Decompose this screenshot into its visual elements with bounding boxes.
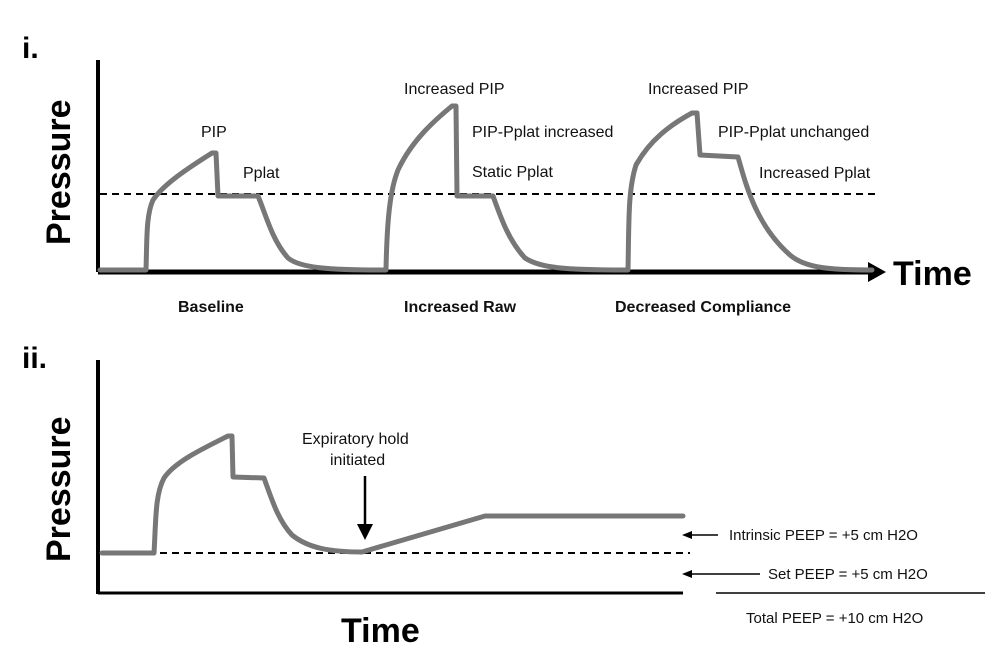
annotation-raw-pip-pplat: PIP-Pplat increased	[472, 124, 613, 141]
annotation-comp-increased-pip: Increased PIP	[648, 81, 749, 98]
annotation-expiratory-hold-line1: Expiratory hold	[302, 431, 409, 448]
annotation-baseline-pplat: Pplat	[243, 165, 280, 182]
expiratory-hold-arrow-icon	[357, 524, 373, 540]
panel-ii: ii. Pressure Time Expiratory hold initia…	[22, 342, 985, 650]
panel-i-x-axis-arrow-icon	[868, 262, 886, 282]
annotation-expiratory-hold-line2: initiated	[330, 452, 385, 469]
intrinsic-peep-label: Intrinsic PEEP = +5 cm H2O	[729, 527, 918, 544]
annotation-comp-increased-pplat: Increased Pplat	[759, 165, 871, 182]
annotation-raw-increased-pip: Increased PIP	[404, 81, 505, 98]
panel-i-label: i.	[22, 32, 39, 65]
caption-baseline: Baseline	[178, 299, 244, 316]
annotation-comp-pip-pplat: PIP-Pplat unchanged	[718, 124, 869, 141]
caption-increased-raw: Increased Raw	[404, 299, 517, 316]
set-peep-arrow-icon	[682, 570, 692, 578]
annotation-baseline-pip: PIP	[201, 124, 227, 141]
waveform-expiratory-hold	[99, 433, 686, 556]
intrinsic-peep-arrow-icon	[682, 531, 692, 539]
waveform-increased-raw	[377, 103, 628, 273]
panel-i: i. Pressure Time PIP Pplat Increased PIP…	[22, 32, 972, 316]
annotation-raw-static-pplat: Static Pplat	[472, 164, 553, 181]
panel-ii-y-axis-label: Pressure	[40, 416, 78, 562]
panel-ii-x-axis-label: Time	[341, 612, 420, 650]
set-peep-label: Set PEEP = +5 cm H2O	[768, 566, 928, 583]
waveform-baseline	[97, 150, 383, 273]
waveform-decreased-compliance	[622, 110, 875, 273]
caption-decreased-compliance: Decreased Compliance	[615, 299, 791, 316]
panel-ii-label: ii.	[22, 342, 47, 375]
panel-i-x-axis-label: Time	[893, 255, 972, 293]
panel-i-y-axis-label: Pressure	[40, 99, 78, 245]
total-peep-label: Total PEEP = +10 cm H2O	[746, 610, 923, 627]
